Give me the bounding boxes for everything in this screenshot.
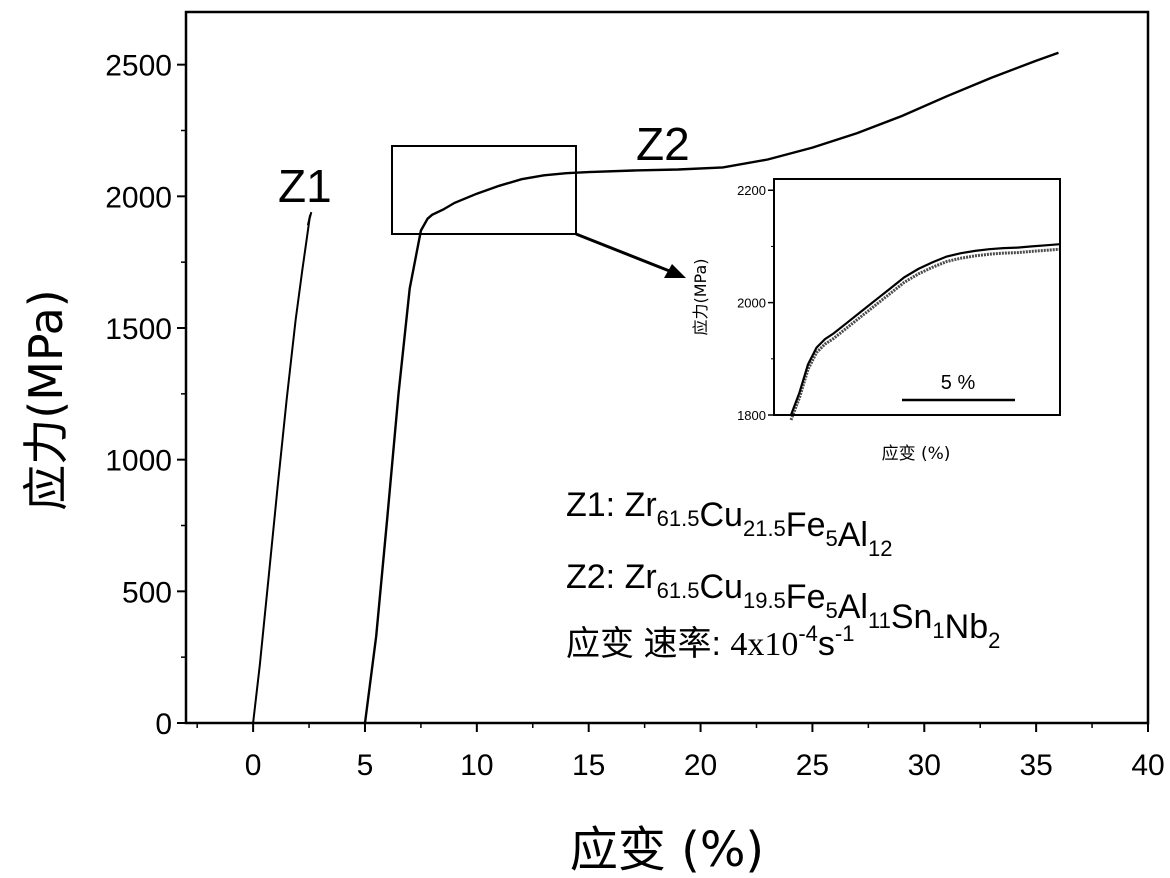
legend-strain-rate: 应变 速率: 4x10-4s-1 <box>566 621 854 663</box>
inset-scale-bar-label: 5 % <box>941 372 976 394</box>
inset-x-axis-title: 应变 (%) <box>882 444 951 464</box>
legend-z2-element: Cu <box>700 568 743 606</box>
legend-z1-element: Fe <box>786 506 826 544</box>
legend-z2-subscript: 5 <box>825 598 837 623</box>
x-tick-label: 20 <box>684 749 717 782</box>
rate-value: 4x10 <box>730 626 798 663</box>
legend-z2-subscript: 1 <box>932 618 944 643</box>
rate-exponent-1: -4 <box>798 621 818 646</box>
x-tick-label: 5 <box>357 749 374 782</box>
inset-axis-ticks: 1800 2000 2200 <box>737 183 774 423</box>
legend-z1-element: Zr <box>625 486 657 524</box>
legend-z2-element: Sn <box>891 598 933 636</box>
legend-z2-subscript: 61.5 <box>657 578 700 603</box>
x-tick-label: 30 <box>908 749 941 782</box>
rate-prefix: 应变 速率: <box>566 625 730 663</box>
legend-z1-subscript: 5 <box>825 526 837 551</box>
legend-z1-subscript: 61.5 <box>657 506 700 531</box>
x-tick-label: 40 <box>1131 749 1164 782</box>
legend-z1-label: Z1: <box>566 486 625 524</box>
series-z1-line <box>253 212 311 723</box>
main-y-axis-title: 应力(MPa) <box>19 289 73 510</box>
y-tick-label: 2500 <box>105 50 172 83</box>
inset-y-tick-label: 2200 <box>737 183 766 198</box>
legend-z1-composition: Z1: Zr61.5Cu21.5Fe5Al12 <box>566 486 892 561</box>
x-tick-label: 0 <box>245 749 262 782</box>
y-tick-label: 1500 <box>105 313 172 346</box>
y-tick-label: 2000 <box>105 181 172 214</box>
inset-y-axis-title: 应力(MPa) <box>691 258 710 335</box>
inset-y-tick-label: 2000 <box>737 296 766 311</box>
annotation-z2: Z2 <box>636 118 690 170</box>
legend-z2-element: Fe <box>786 578 826 616</box>
inset-frame <box>774 179 1060 415</box>
annotation-z1: Z1 <box>278 160 332 212</box>
x-tick-label: 10 <box>460 749 493 782</box>
rate-exponent-2: -1 <box>835 621 855 646</box>
rate-unit: s <box>818 625 835 663</box>
legend-z2-label: Z2: <box>566 558 625 596</box>
legend-z2-subscript: 19.5 <box>743 588 786 613</box>
x-tick-label: 35 <box>1019 749 1052 782</box>
legend-z1-element: Al <box>838 516 868 554</box>
legend-z2-element: Nb <box>945 608 988 646</box>
x-tick-label: 15 <box>572 749 605 782</box>
zoom-arrow-line <box>576 234 672 272</box>
y-tick-label: 1000 <box>105 445 172 478</box>
legend-z2-element: Zr <box>625 558 657 596</box>
x-tick-label: 25 <box>796 749 829 782</box>
legend-z2-subscript: 11 <box>868 608 891 633</box>
legend-z1-subscript: 21.5 <box>743 516 786 541</box>
legend-z1-element: Cu <box>700 496 743 534</box>
legend-z2-subscript: 2 <box>988 628 1000 653</box>
legend-z1-subscript: 12 <box>868 536 892 561</box>
main-x-axis-title: 应变 (%) <box>570 822 764 878</box>
y-tick-label: 0 <box>155 708 172 741</box>
y-tick-label: 500 <box>122 576 172 609</box>
inset-y-tick-label: 1800 <box>737 408 766 423</box>
